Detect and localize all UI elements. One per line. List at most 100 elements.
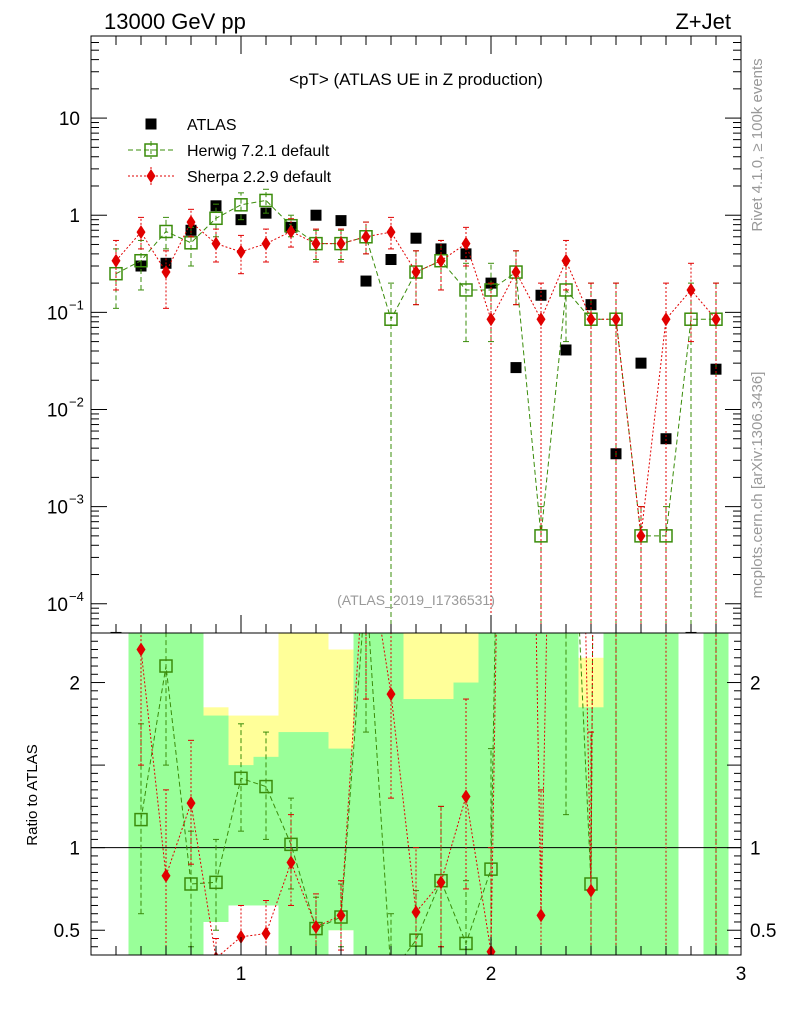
legend: ATLAS Herwig 7.2.1 default Sherpa 2.2.9 de… — [128, 117, 332, 186]
series-line-ratio — [140, 633, 594, 955]
herwig-marker — [459, 283, 473, 297]
y-tick-exponent: −4 — [69, 589, 84, 604]
plot-title: <pT> (ATLAS UE in Z production) — [289, 70, 543, 89]
sherpa-marker — [436, 253, 446, 268]
series-line-ratio — [140, 633, 594, 955]
sherpa-marker — [486, 312, 496, 327]
sherpa-marker — [336, 908, 346, 923]
legend-label: Herwig 7.2.1 default — [187, 143, 330, 160]
herwig-marker — [159, 224, 173, 239]
data-marker — [360, 275, 372, 287]
sherpa-marker — [311, 919, 321, 934]
herwig-marker — [209, 211, 223, 226]
sherpa-marker — [511, 265, 521, 280]
x-tick-label: 1 — [236, 964, 247, 985]
ratio-series — [134, 527, 717, 979]
data-marker — [110, 631, 122, 633]
data-marker — [635, 357, 647, 369]
main-series — [109, 188, 723, 633]
data-marker — [560, 344, 572, 356]
green-band — [328, 748, 354, 931]
sherpa-marker — [286, 855, 296, 870]
header-left: 13000 GeV pp — [104, 9, 246, 34]
y-tick-label-ratio: 0.5 — [54, 921, 80, 942]
sherpa-marker — [636, 528, 646, 543]
mcplots-label: mcplots.cern.ch [arXiv:1306.3436] — [749, 372, 766, 599]
y-tick-label-main: 10 — [47, 498, 68, 519]
data-marker — [410, 232, 422, 244]
sherpa-marker — [146, 169, 156, 183]
sherpa-marker — [186, 796, 196, 811]
green-band — [203, 715, 229, 922]
data-marker — [510, 362, 522, 374]
sherpa-marker — [711, 312, 721, 327]
y-tick-label-main: 10 — [47, 400, 68, 421]
y-tick-exponent: −3 — [69, 492, 84, 507]
data-marker — [210, 200, 222, 212]
herwig-marker — [385, 967, 397, 979]
herwig-marker — [534, 529, 548, 543]
data-marker — [310, 209, 322, 221]
legend-label: ATLAS — [187, 117, 237, 134]
y-tick-exponent: −2 — [69, 394, 84, 409]
herwig-marker — [234, 198, 248, 212]
sherpa-marker — [161, 265, 171, 280]
sherpa-marker — [236, 244, 246, 259]
sherpa-marker — [686, 282, 696, 297]
sherpa-marker — [161, 868, 171, 883]
green-band — [628, 633, 654, 955]
sherpa-marker — [586, 312, 596, 327]
green-band — [178, 633, 204, 955]
sherpa-marker — [536, 908, 546, 923]
green-band — [503, 633, 529, 955]
herwig-marker — [134, 253, 148, 268]
y-tick-label-ratio: 2 — [69, 674, 80, 695]
y-tick-label-ratio-right: 2 — [750, 674, 761, 695]
y-tick-label-ratio-right: 0.5 — [750, 921, 776, 942]
sherpa-marker — [136, 225, 146, 240]
sherpa-marker — [362, 527, 371, 541]
herwig-marker — [209, 875, 223, 890]
sherpa-marker — [186, 215, 196, 230]
rivet-label: Rivet 4.1.0, ≥ 100k events — [749, 58, 766, 231]
sherpa-marker — [461, 236, 471, 251]
sherpa-marker — [136, 642, 146, 657]
y-tick-label-main: 10 — [59, 109, 80, 130]
legend-label: Sherpa 2.2.9 default — [187, 169, 332, 186]
data-marker — [145, 118, 157, 130]
x-tick-label: 2 — [486, 964, 497, 985]
sherpa-marker — [236, 929, 246, 944]
herwig-marker — [259, 779, 273, 794]
sherpa-marker — [561, 253, 571, 268]
herwig-marker — [360, 577, 372, 589]
y-tick-label-main: 10 — [47, 303, 68, 324]
sherpa-marker — [386, 687, 396, 702]
analysis-id: (ATLAS_2019_I1736531) — [337, 592, 495, 608]
data-marker — [385, 254, 397, 266]
y-tick-exponent: −1 — [69, 297, 84, 312]
herwig-marker — [259, 193, 273, 208]
herwig-marker — [134, 812, 148, 827]
green-band — [528, 633, 554, 955]
data-marker — [660, 433, 672, 445]
sherpa-marker — [586, 883, 596, 898]
header-right: Z+Jet — [675, 9, 731, 34]
sherpa-marker — [536, 312, 546, 327]
sherpa-marker — [261, 926, 271, 941]
sherpa-marker — [436, 875, 446, 890]
sherpa-marker — [211, 236, 221, 251]
sherpa-marker — [611, 312, 621, 327]
herwig-marker — [384, 312, 398, 326]
sherpa-marker — [411, 265, 421, 280]
sherpa-marker — [661, 312, 671, 327]
green-band — [353, 633, 379, 955]
herwig-marker — [284, 837, 298, 852]
sherpa-marker — [361, 229, 371, 244]
sherpa-marker — [261, 236, 271, 251]
green-band — [653, 633, 679, 955]
sherpa-marker — [411, 905, 421, 920]
herwig-marker — [184, 877, 198, 891]
sherpa-marker — [286, 224, 296, 239]
